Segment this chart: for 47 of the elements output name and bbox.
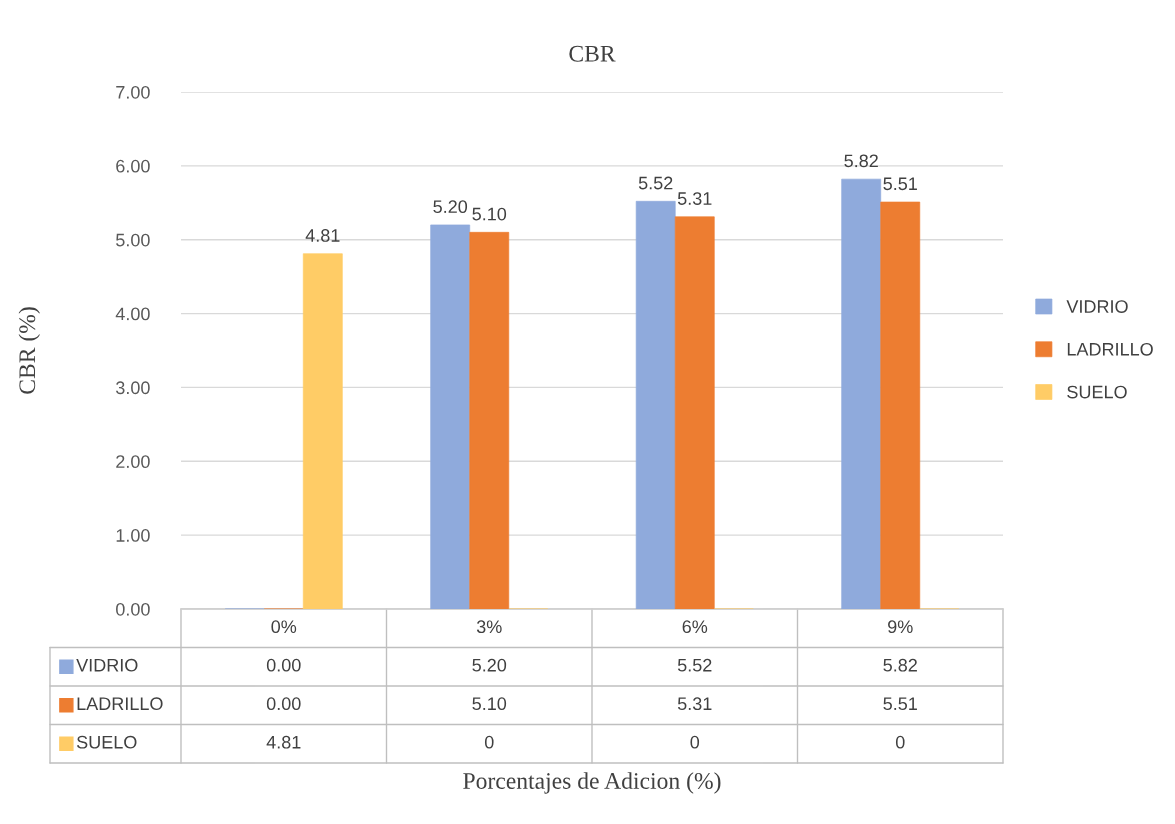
y-tick-label: 3.00 (116, 381, 150, 395)
text: 5.20 (433, 200, 468, 214)
legend-label: SUELO (1067, 385, 1127, 399)
text: SUELO (76, 735, 137, 749)
text: 5.52 (638, 176, 673, 190)
data-label: 0.00 (266, 697, 301, 711)
data-label: 4.81 (266, 735, 301, 749)
y-tick-label: 7.00 (116, 85, 150, 99)
y-tick-label: 4.00 (115, 307, 150, 321)
bar (302, 253, 343, 609)
bar (841, 178, 882, 609)
y-tick-label: 2.00 (116, 455, 150, 469)
legend-label: LADRILLO (77, 697, 163, 711)
chart-title: CBR (569, 45, 616, 62)
legend-label: VIDRIO (76, 658, 138, 672)
bar (469, 231, 510, 609)
bar (430, 224, 471, 609)
y-axis-title: CBR (%) (18, 307, 40, 394)
x-tick-label: 0% (271, 620, 297, 634)
text: 5.82 (844, 154, 878, 168)
data-label: 0.00 (266, 658, 301, 672)
text: 5.31 (677, 192, 712, 205)
data-label: 5.51 (883, 697, 917, 711)
data-label: 0 (895, 735, 905, 749)
data-label: 5.10 (472, 697, 507, 711)
x-tick-label: 6% (682, 620, 708, 634)
data-label: 0 (484, 735, 494, 749)
data-label: 0 (690, 735, 700, 749)
bar (674, 216, 715, 609)
text: LADRILLO (1067, 342, 1153, 356)
text: 4.81 (305, 229, 340, 242)
x-tick-label: 3% (476, 620, 502, 634)
text: Porcentajes de Adicion (%) (463, 772, 721, 794)
y-tick-label: 5.00 (116, 233, 150, 247)
text: 5.51 (883, 177, 917, 191)
data-label: 5.20 (472, 658, 507, 672)
y-tick-label: 0.00 (116, 602, 150, 616)
text: VIDRIO (1066, 300, 1128, 313)
x-tick-label: 9% (888, 620, 913, 634)
y-tick-label: 1.00 (116, 529, 150, 542)
data-label: 5.52 (677, 658, 712, 672)
data-label: 5.31 (677, 697, 712, 711)
data-label: 5.82 (883, 658, 917, 672)
y-tick-label: 6.00 (116, 159, 150, 173)
text: 5.10 (472, 207, 507, 221)
bar (635, 200, 676, 609)
bar (880, 201, 921, 609)
